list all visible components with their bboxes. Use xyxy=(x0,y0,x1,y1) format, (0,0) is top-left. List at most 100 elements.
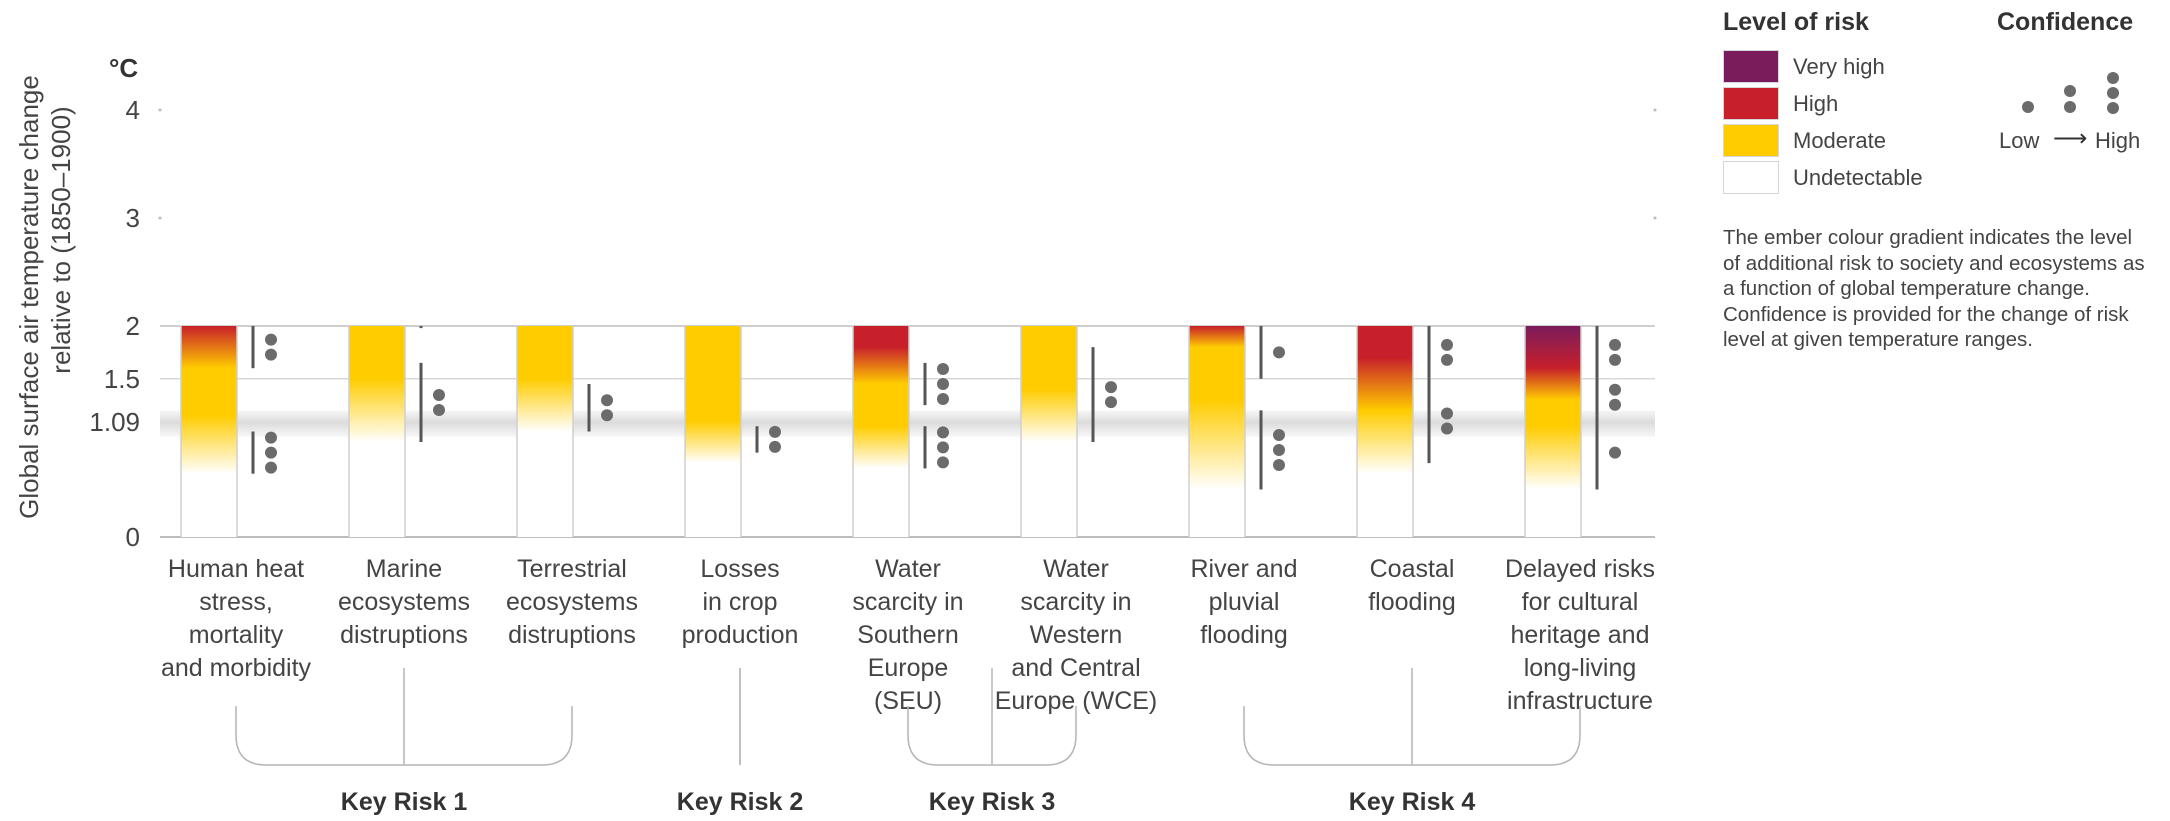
confidence-dot xyxy=(1273,443,1285,456)
arrow-right-icon: ⟶ xyxy=(2053,125,2088,152)
confidence-medium-dot xyxy=(2064,85,2076,97)
ember-bar xyxy=(1021,326,1077,537)
confidence-dot xyxy=(265,431,277,444)
y-tick-label: 2 xyxy=(126,311,140,341)
confidence-dot xyxy=(937,441,949,454)
category-label: heritage and xyxy=(1510,621,1649,649)
confidence-dot xyxy=(1441,338,1453,351)
category-label: long-living xyxy=(1524,654,1637,682)
category-label: flooding xyxy=(1200,621,1288,649)
confidence-low-dot xyxy=(2022,101,2034,113)
y-axis-title-line2: relative to (1850–1900) xyxy=(46,106,76,373)
confidence-dot xyxy=(1105,396,1117,409)
confidence-dot xyxy=(601,394,613,407)
category-label: and morbidity xyxy=(161,654,312,682)
ember-bar xyxy=(1357,326,1413,537)
tick-dot-left xyxy=(158,108,162,112)
y-axis-title-line1: Global surface air temperature change xyxy=(14,75,44,519)
ember-bar xyxy=(349,326,405,537)
confidence-dot xyxy=(1105,381,1117,394)
high-label: High xyxy=(1793,91,1839,116)
confidence-dot xyxy=(769,440,781,453)
category-label: and Central xyxy=(1011,654,1140,682)
legend-note: The ember colour gradient indicates the … xyxy=(1723,226,2145,351)
category-label: Terrestrial xyxy=(517,555,627,583)
y-tick-label: 3 xyxy=(126,203,140,233)
group-label: Key Risk 1 xyxy=(341,788,468,816)
ember-bar xyxy=(517,326,573,537)
category-label: distruptions xyxy=(340,621,468,649)
confidence-dot xyxy=(433,403,445,416)
category-label: scarcity in xyxy=(1020,588,1131,616)
category-label: pluvial xyxy=(1209,588,1280,616)
category-label: mortality xyxy=(189,621,284,649)
confidence-legend-title: Confidence xyxy=(1997,8,2134,36)
confidence-dot xyxy=(1441,407,1453,420)
category-label: for cultural xyxy=(1522,588,1639,616)
tick-dot-right xyxy=(1653,216,1657,220)
confidence-dot xyxy=(937,363,949,376)
confidence-dot xyxy=(265,333,277,346)
ember-bar xyxy=(1525,326,1581,537)
very-high-label: Very high xyxy=(1793,54,1885,79)
category-label: Western xyxy=(1030,621,1123,649)
category-label: flooding xyxy=(1368,588,1456,616)
risk-level-legend-title: Level of risk xyxy=(1723,8,1869,36)
category-label: scarcity in xyxy=(852,588,963,616)
y-tick-label: 1.5 xyxy=(104,364,140,394)
confidence-dot xyxy=(1273,458,1285,471)
confidence-dot xyxy=(937,378,949,391)
y-tick-label: 1.09 xyxy=(89,407,140,437)
group-label: Key Risk 3 xyxy=(929,788,1055,816)
ember-bar xyxy=(181,326,237,537)
category-label: Water xyxy=(875,555,941,583)
ember-bar xyxy=(1189,326,1245,537)
confidence-dot xyxy=(1441,422,1453,435)
confidence-dot xyxy=(1609,338,1621,351)
high-swatch xyxy=(1723,87,1779,120)
confidence-dot xyxy=(433,388,445,401)
confidence-high-label: High xyxy=(2095,128,2141,153)
confidence-low-label: Low xyxy=(1999,128,2040,153)
tick-dot-left xyxy=(158,216,162,220)
category-label: Human heat xyxy=(168,555,304,583)
category-label: Delayed risks xyxy=(1505,555,1655,583)
category-label: ecosystems xyxy=(506,588,638,616)
category-label: ecosystems xyxy=(338,588,470,616)
tick-dot-right xyxy=(1653,108,1657,112)
confidence-dot xyxy=(769,425,781,438)
confidence-dot xyxy=(1609,383,1621,396)
confidence-dot xyxy=(937,456,949,469)
confidence-high-dot xyxy=(2107,87,2119,99)
very-high-swatch xyxy=(1723,50,1779,83)
confidence-dot xyxy=(265,348,277,361)
confidence-dot xyxy=(601,409,613,422)
ember-bar xyxy=(685,326,741,537)
confidence-dot xyxy=(1273,428,1285,441)
category-label: Europe xyxy=(868,654,949,682)
confidence-medium-dot xyxy=(2064,101,2076,113)
confidence-high-dot xyxy=(2107,102,2119,114)
category-label: in crop xyxy=(702,588,777,616)
category-label: Losses xyxy=(700,555,779,583)
confidence-high-dot xyxy=(2107,72,2119,84)
confidence-dot xyxy=(937,426,949,439)
ember-chart: 0 1.09 1.5 2 3 4 °C Global surface air temperat… xyxy=(14,53,1657,816)
confidence-dot xyxy=(1441,353,1453,366)
y-tick-label: 4 xyxy=(126,95,140,125)
y-unit-label: °C xyxy=(109,53,138,83)
category-label: distruptions xyxy=(508,621,636,649)
confidence-dot xyxy=(265,461,277,474)
group-label: Key Risk 2 xyxy=(677,788,803,816)
moderate-swatch xyxy=(1723,124,1779,157)
category-label: Coastal xyxy=(1370,555,1455,583)
category-label: stress, xyxy=(199,588,273,616)
undetectable-label: Undetectable xyxy=(1793,165,1923,190)
category-label: Water xyxy=(1043,555,1109,583)
confidence-dot xyxy=(265,446,277,459)
group-label: Key Risk 4 xyxy=(1349,788,1476,816)
category-label: River and xyxy=(1191,555,1298,583)
confidence-dot xyxy=(937,393,949,406)
confidence-dot xyxy=(1273,346,1285,359)
ember-bar xyxy=(853,326,909,537)
